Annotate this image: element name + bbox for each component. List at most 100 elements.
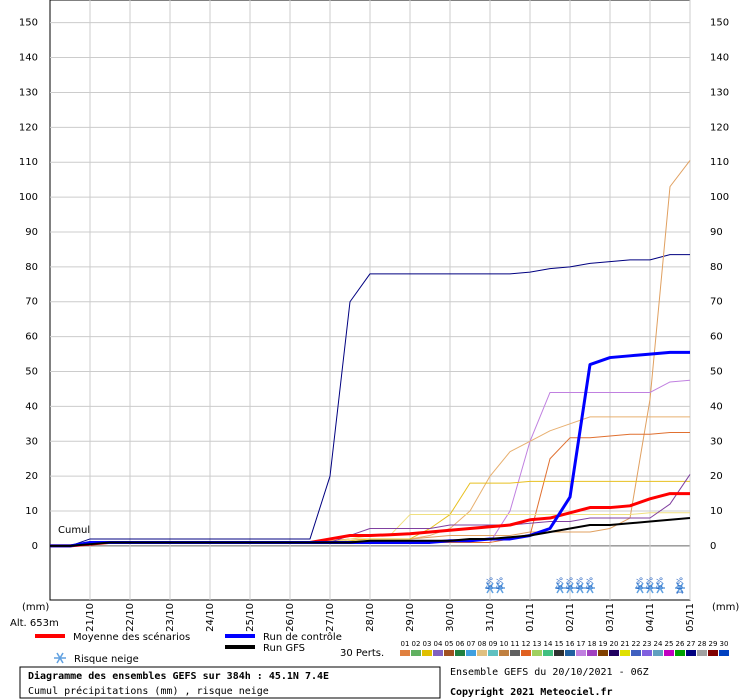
pert-swatch — [697, 650, 707, 656]
cumul-label: Cumul — [58, 525, 90, 536]
run-info: Ensemble GEFS du 20/10/2021 - 06Z — [450, 667, 649, 678]
x-tick-label: 22/10 — [125, 603, 136, 632]
pert-swatch — [620, 650, 630, 656]
pert-swatch — [686, 650, 696, 656]
copyright: Copyright 2021 Meteociel.fr — [450, 686, 613, 698]
pert-swatch — [411, 650, 421, 656]
pert-swatch — [455, 650, 465, 656]
y-tick-label: 30 — [710, 436, 723, 447]
pert-swatch — [708, 650, 718, 656]
y-tick-label: 50 — [710, 367, 723, 378]
series-line — [50, 254, 690, 547]
pert-number: 06 — [456, 640, 465, 648]
snow-flake — [645, 582, 655, 594]
y-tick-label: 100 — [19, 192, 38, 203]
left-unit: (mm) — [22, 602, 49, 613]
snow-label: 10% — [676, 577, 685, 595]
x-tick-label: 04/11 — [645, 603, 656, 632]
x-tick-label: 24/10 — [205, 603, 216, 632]
legend-label: Moyenne des scénarios — [73, 631, 190, 643]
pert-number: 23 — [643, 640, 652, 648]
pert-swatch — [664, 650, 674, 656]
snow-label: 5% — [556, 577, 565, 590]
y-tick-label: 130 — [19, 87, 38, 98]
y-tick-label: 140 — [19, 53, 38, 64]
pert-number: 07 — [467, 640, 476, 648]
y-tick-label: 100 — [710, 192, 729, 203]
snow-label: 5% — [586, 577, 595, 590]
x-tick-label: 25/10 — [245, 603, 256, 632]
y-tick-label: 150 — [19, 18, 38, 29]
x-tick-label: 05/11 — [685, 603, 696, 632]
pert-number: 10 — [500, 640, 509, 648]
x-tick-label: 03/11 — [605, 603, 616, 632]
y-tick-label: 0 — [710, 541, 716, 552]
pert-number: 27 — [687, 640, 696, 648]
y-tick-label: 30 — [25, 436, 38, 447]
y-tick-label: 110 — [710, 157, 729, 168]
pert-swatch — [642, 650, 652, 656]
series-line — [50, 517, 691, 547]
flake-stroke — [556, 582, 564, 594]
y-tick-label: 20 — [25, 471, 38, 482]
pert-number: 14 — [544, 640, 553, 648]
legend-label: Risque neige — [74, 654, 139, 665]
x-tick-label: 26/10 — [285, 603, 296, 632]
flake-stroke — [566, 582, 574, 594]
flake-stroke — [656, 582, 664, 594]
y-tick-label: 140 — [710, 53, 729, 64]
y-tick-label: 80 — [25, 262, 38, 273]
pert-number: 13 — [533, 640, 542, 648]
pert-swatch — [543, 650, 553, 656]
footer-box — [19, 666, 441, 699]
x-tick-label: 28/10 — [365, 603, 376, 632]
y-tick-label: 60 — [710, 332, 723, 343]
pert-number: 12 — [522, 640, 531, 648]
pert-swatch — [598, 650, 608, 656]
pert-swatch — [510, 650, 520, 656]
pert-number: 02 — [412, 640, 421, 648]
pert-number: 05 — [445, 640, 454, 648]
legend-label: Run de contrôle — [263, 631, 342, 643]
flake-stroke — [576, 582, 584, 594]
snow-label: 5% — [646, 577, 655, 590]
snow-flake — [585, 582, 595, 594]
pert-number: 08 — [478, 640, 487, 648]
y-tick-label: 120 — [19, 122, 38, 133]
pert-number: 01 — [401, 640, 410, 648]
y-tick-label: 10 — [710, 506, 723, 517]
pert-swatch — [444, 650, 454, 656]
pert-number: 15 — [555, 640, 564, 648]
pert-swatch — [521, 650, 531, 656]
pert-swatch — [653, 650, 663, 656]
pert-number: 22 — [632, 640, 641, 648]
pert-number: 20 — [610, 640, 619, 648]
footer-subtitle: Cumul précipitations (mm) , risque neige — [28, 685, 269, 697]
pert-number: 21 — [621, 640, 630, 648]
pert-swatch — [631, 650, 641, 656]
y-tick-label: 70 — [710, 297, 723, 308]
pert-number: 19 — [599, 640, 608, 648]
x-tick-label: 23/10 — [165, 603, 176, 632]
flake-stroke — [646, 582, 654, 594]
snow-flake — [655, 582, 665, 594]
snow-label: 5% — [496, 577, 505, 590]
pert-swatch — [587, 650, 597, 656]
pert-number: 26 — [676, 640, 685, 648]
snow-label: 5% — [576, 577, 585, 590]
y-tick-label: 130 — [710, 87, 729, 98]
pert-swatch — [609, 650, 619, 656]
pert-number: 03 — [423, 640, 432, 648]
y-tick-label: 20 — [710, 471, 723, 482]
altitude: Alt. 653m — [10, 618, 59, 629]
snow-flake — [675, 582, 685, 594]
snow-label: 5% — [486, 577, 495, 590]
x-tick-label: 01/11 — [525, 603, 536, 632]
y-tick-label: 0 — [32, 541, 38, 552]
snow-flake — [485, 582, 495, 594]
snow-label: 5% — [566, 577, 575, 590]
flake-stroke — [496, 582, 504, 594]
pert-swatch — [719, 650, 729, 656]
pert-swatch — [488, 650, 498, 656]
